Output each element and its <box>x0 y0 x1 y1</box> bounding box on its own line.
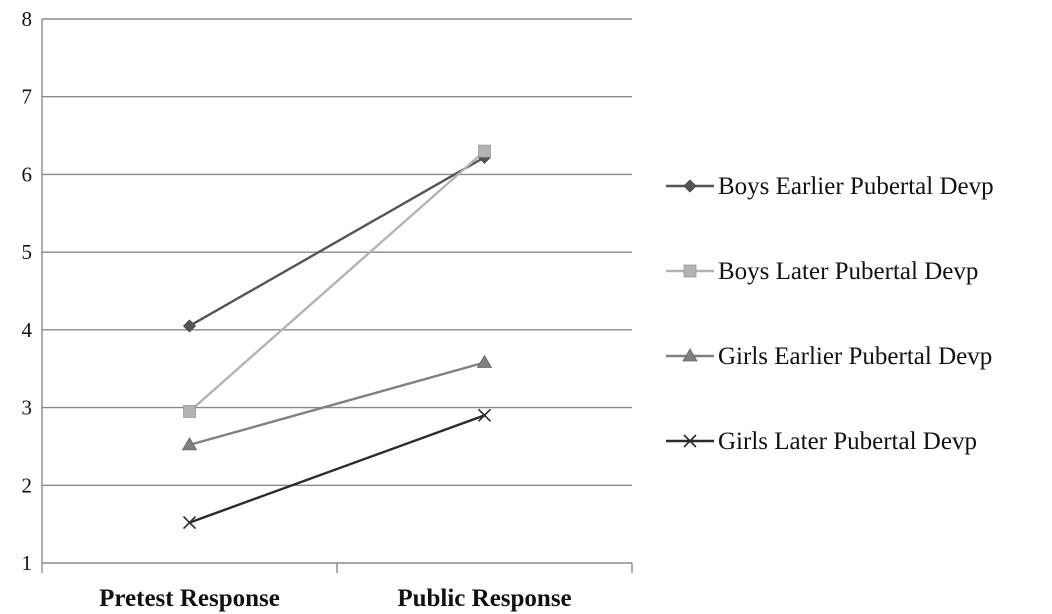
series-line <box>189 414 485 524</box>
axes: 1 2 3 4 5 6 7 8 Pretest Response Public Response <box>22 7 633 612</box>
series-3 <box>181 354 493 451</box>
legend-marker <box>683 264 697 278</box>
series-line <box>189 361 485 447</box>
y-tick-label: 3 <box>22 396 33 420</box>
data-point <box>476 354 493 368</box>
data-point <box>477 408 492 422</box>
legend-label: Girls Earlier Pubertal Devp <box>718 343 992 370</box>
y-tick-label: 7 <box>22 85 33 109</box>
series-2 <box>183 144 491 418</box>
data-point <box>181 437 198 451</box>
legend-item: Girls Earlier Pubertal Devp <box>666 343 992 370</box>
legend-item: Boys Later Pubertal Devp <box>666 258 978 285</box>
legend-label: Boys Earlier Pubertal Devp <box>718 173 994 200</box>
series-line <box>188 150 486 413</box>
legend-marker <box>683 179 697 193</box>
legend-label: Boys Later Pubertal Devp <box>718 258 978 285</box>
x-category-label: Public Response <box>397 585 571 612</box>
y-tick-label: 5 <box>22 240 33 264</box>
series-line <box>188 156 486 328</box>
data-point <box>183 405 196 418</box>
legend-item: Girls Later Pubertal Devp <box>666 428 977 455</box>
x-category-label: Pretest Response <box>99 585 280 612</box>
y-tick-label: 8 <box>22 7 33 31</box>
legend-item: Boys Earlier Pubertal Devp <box>666 173 994 200</box>
y-tick-label: 2 <box>22 473 33 497</box>
y-tick-label: 4 <box>22 318 33 342</box>
y-tick-label: 6 <box>22 162 33 186</box>
data-point <box>182 516 197 530</box>
legend-marker <box>682 348 698 362</box>
legend-label: Girls Later Pubertal Devp <box>718 428 977 455</box>
gridlines <box>42 18 632 486</box>
data-point <box>478 144 491 158</box>
data-point <box>182 319 197 333</box>
legend: Boys Earlier Pubertal Devp Boys Later Pub… <box>666 173 994 455</box>
y-tick-label: 1 <box>22 551 33 575</box>
series-lines <box>181 144 493 530</box>
legend-marker <box>683 434 697 448</box>
series-1 <box>182 150 492 333</box>
series-4 <box>182 408 492 530</box>
